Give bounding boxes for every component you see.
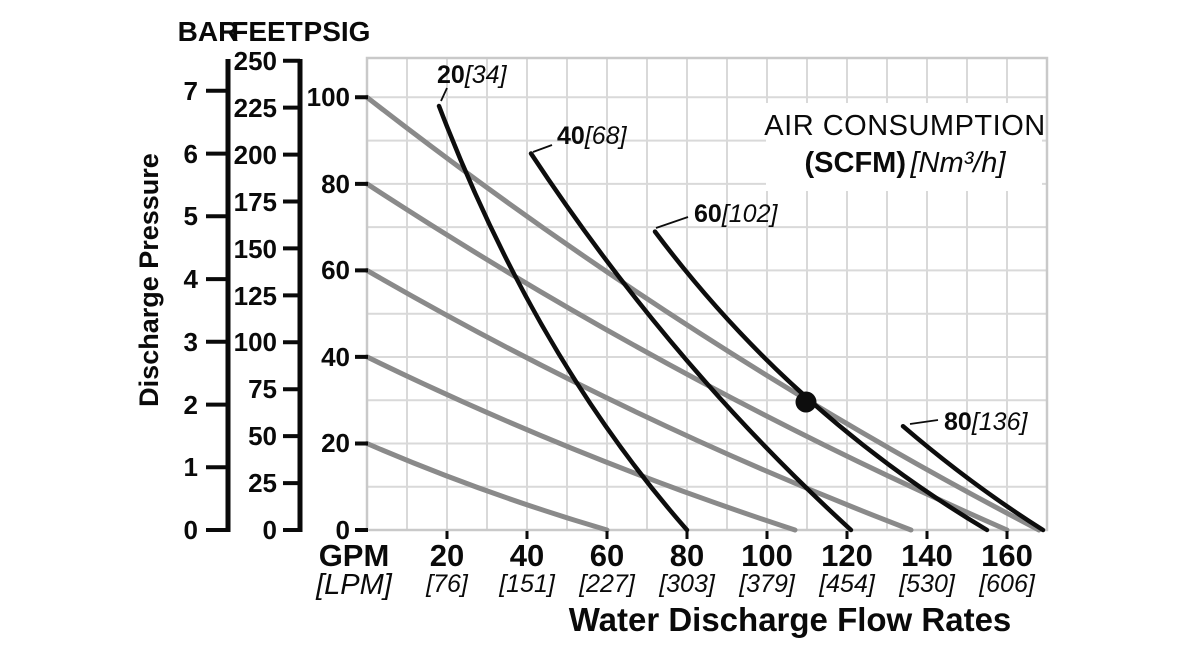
lpm-unit-label: [LPM]: [315, 569, 393, 601]
bar-header: BAR: [178, 16, 239, 47]
unit-headers: BAR FEET PSIG: [178, 16, 371, 47]
leader-line-60: [655, 216, 689, 229]
feet-tick-label: 0: [263, 515, 277, 545]
air-curve-label-20: 20[34]: [437, 61, 508, 102]
plot-grid: [365, 56, 1049, 532]
bar-tick-label: 1: [184, 452, 198, 482]
psig-header: PSIG: [304, 16, 371, 47]
feet-tick-label: 175: [234, 187, 277, 217]
gpm-tick-label: 80: [670, 538, 704, 573]
lpm-tick-label: [303]: [658, 570, 716, 598]
legend-background: [766, 103, 1042, 191]
gpm-tick-label: 120: [821, 538, 873, 573]
x-axis-ticks: [445, 531, 1009, 539]
psig-axis: 100 80 60 40 20 0: [307, 82, 368, 545]
legend-title-line2: (SCFM) [Nm³/h]: [805, 147, 1007, 179]
gpm-unit-label: GPM: [319, 538, 390, 573]
lpm-tick-label: [454]: [818, 570, 876, 598]
lpm-tick-label: [227]: [578, 570, 636, 598]
feet-tick-label: 200: [234, 140, 277, 170]
feet-axis-ticks: [283, 58, 300, 532]
legend-nm3h-label: [Nm³/h]: [909, 147, 1006, 179]
gpm-tick-label: 100: [741, 538, 793, 573]
gpm-tick-label: 160: [981, 538, 1033, 573]
psig-axis-ticks: [355, 95, 368, 532]
feet-tick-label: 25: [248, 468, 277, 498]
lpm-tick-label: [151]: [498, 570, 556, 598]
feet-tick-label: 50: [248, 421, 277, 451]
legend-title-line1: AIR CONSUMPTION: [764, 110, 1045, 142]
feet-axis: 250 225 200 175 150 125 100 75 50 25 0: [234, 46, 303, 545]
x-axis: GPM [LPM] 20 40 60 80 100 120 140 160 [7…: [315, 531, 1036, 601]
pressure-curves: [364, 94, 1042, 533]
leader-line-20: [440, 87, 448, 102]
air-curve-label-20-text: 20[34]: [437, 61, 508, 89]
air-consumption-legend: AIR CONSUMPTION (SCFM) [Nm³/h]: [764, 103, 1045, 191]
bar-tick-label: 2: [184, 390, 198, 420]
pressure-curve-40psig: [364, 354, 798, 533]
feet-tick-label: 250: [234, 46, 277, 76]
psig-tick-label: 40: [321, 342, 350, 372]
psig-tick-label: 60: [321, 255, 350, 285]
bar-tick-label: 7: [184, 76, 198, 106]
gpm-tick-label: 60: [590, 538, 624, 573]
x-axis-title: Water Discharge Flow Rates: [569, 601, 1012, 638]
air-curve-label-80: 80[136]: [909, 408, 1028, 436]
pressure-curve-100psig: [364, 94, 1042, 533]
pressure-curve-20psig: [364, 441, 610, 533]
lpm-tick-label: [606]: [978, 570, 1036, 598]
air-curve-label-80-text: 80[136]: [944, 408, 1028, 436]
bar-tick-label: 0: [184, 515, 198, 545]
air-curve-label-60: 60[102]: [655, 200, 778, 229]
feet-header: FEET: [231, 16, 303, 47]
legend-scfm-label: (SCFM): [805, 147, 906, 179]
psig-tick-label: 0: [336, 515, 350, 545]
y-axis-title: Discharge Pressure: [134, 153, 164, 407]
feet-tick-label: 125: [234, 281, 277, 311]
pressure-curve-80psig: [364, 181, 1010, 533]
bar-tick-label: 3: [184, 327, 198, 357]
air-curve-label-40: 40[68]: [532, 122, 628, 153]
feet-tick-label: 100: [234, 327, 277, 357]
air-curve-label-60-text: 60[102]: [694, 200, 778, 228]
air-curve-20scfm: [436, 103, 690, 533]
leader-line-80: [909, 419, 939, 425]
leader-line-40: [532, 144, 553, 153]
plot-border: [365, 56, 1049, 532]
feet-tick-label: 225: [234, 93, 277, 123]
bar-axis-ticks: [206, 88, 228, 532]
feet-tick-label: 150: [234, 234, 277, 264]
feet-tick-label: 75: [248, 374, 277, 404]
psig-tick-label: 20: [321, 428, 350, 458]
gpm-tick-label: 140: [901, 538, 953, 573]
pressure-curve-60psig: [364, 267, 914, 533]
air-curve-label-40-text: 40[68]: [557, 122, 628, 150]
lpm-tick-label: [76]: [425, 570, 469, 598]
bar-axis: 7 6 5 4 3 2 1 0: [184, 59, 231, 545]
bar-tick-label: 6: [184, 139, 198, 169]
lpm-tick-label: [379]: [738, 570, 796, 598]
air-curve-80scfm: [900, 423, 1046, 533]
gpm-tick-label: 40: [510, 538, 544, 573]
air-curve-40scfm: [528, 151, 854, 533]
psig-tick-label: 100: [307, 82, 350, 112]
bar-tick-label: 5: [184, 201, 198, 231]
gpm-tick-label: 20: [430, 538, 464, 573]
operating-point-marker: [795, 391, 817, 413]
psig-tick-label: 80: [321, 169, 350, 199]
lpm-tick-label: [530]: [898, 570, 956, 598]
bar-tick-label: 4: [184, 264, 199, 294]
